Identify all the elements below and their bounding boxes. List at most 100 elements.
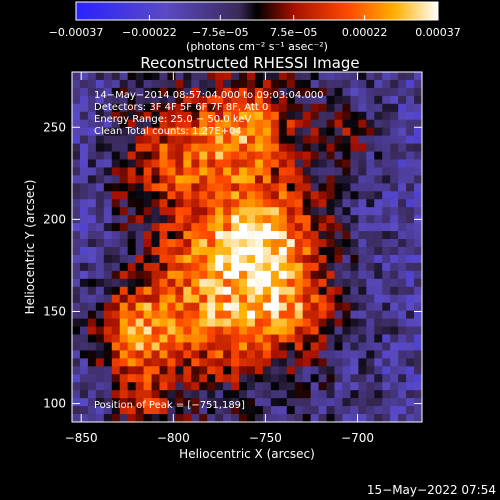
heatmap-cell: [374, 95, 383, 105]
heatmap-cell: [374, 239, 383, 248]
heatmap-cell: [103, 151, 113, 161]
heatmap-cell: [350, 254, 359, 264]
heatmap-cell: [127, 199, 137, 208]
heatmap-cell: [294, 286, 304, 296]
heatmap-cell: [342, 95, 351, 105]
heatmap-cell: [374, 254, 383, 264]
heatmap-cell: [278, 358, 288, 367]
heatmap-cell: [95, 95, 105, 105]
heatmap-cell: [95, 87, 105, 97]
heatmap-cell: [262, 254, 272, 264]
heatmap-cell: [95, 262, 105, 272]
heatmap-cell: [262, 398, 272, 407]
heatmap-cell: [119, 135, 129, 145]
heatmap-cell: [350, 350, 359, 359]
heatmap-cell: [111, 79, 121, 89]
heatmap-cell: [231, 191, 240, 200]
heatmap-cell: [167, 183, 176, 192]
heatmap-cell: [111, 135, 121, 145]
heatmap-cell: [239, 135, 248, 145]
heatmap-cell: [247, 382, 256, 391]
heatmap-cell: [406, 199, 415, 208]
heatmap-cell: [302, 223, 312, 232]
heatmap-cell: [103, 159, 113, 169]
heatmap-cell: [127, 207, 137, 216]
heatmap-cell: [382, 167, 391, 176]
heatmap-cell: [374, 127, 383, 137]
heatmap-cell: [270, 143, 280, 153]
heatmap-cell: [342, 143, 351, 153]
heatmap-cell: [334, 366, 344, 375]
heatmap-cell: [159, 390, 169, 399]
heatmap-cell: [302, 278, 312, 288]
heatmap-cell: [374, 223, 383, 232]
heatmap-cell: [191, 374, 200, 383]
heatmap-cell: [167, 262, 176, 272]
heatmap-cell: [223, 79, 232, 89]
heatmap-cell: [398, 167, 407, 176]
heatmap-cell: [215, 286, 224, 296]
heatmap-cell: [254, 374, 264, 383]
heatmap-cell: [254, 231, 264, 240]
heatmap-cell: [223, 326, 232, 336]
heatmap-cell: [215, 72, 224, 81]
heatmap-cell: [119, 159, 129, 169]
heatmap-cell: [231, 262, 240, 272]
heatmap-cell: [382, 215, 391, 224]
heatmap-cell: [103, 342, 113, 351]
heatmap-cell: [199, 390, 208, 399]
heatmap-cell: [398, 374, 407, 383]
heatmap-cell: [342, 310, 351, 320]
heatmap-cell: [159, 318, 169, 328]
heatmap-cell: [215, 310, 224, 320]
heatmap-cell: [334, 119, 344, 129]
heatmap-cell: [398, 223, 407, 232]
heatmap-cell: [294, 342, 304, 351]
heatmap-cell: [151, 119, 161, 129]
heatmap-cell: [247, 215, 256, 224]
heatmap-cell: [119, 326, 129, 336]
heatmap-cell: [239, 175, 248, 184]
heatmap-cell: [191, 414, 200, 422]
heatmap-cell: [326, 286, 336, 296]
heatmap-cell: [199, 72, 208, 81]
heatmap-cell: [302, 262, 312, 272]
heatmap-cell: [87, 159, 97, 169]
heatmap-cell: [247, 318, 256, 328]
heatmap-cell: [79, 334, 89, 344]
heatmap-cell: [326, 143, 336, 153]
heatmap-cell: [270, 326, 280, 336]
heatmap-cell: [334, 87, 344, 97]
heatmap-cell: [262, 199, 272, 208]
heatmap-cell: [175, 167, 184, 176]
heatmap-cell: [278, 119, 288, 129]
heatmap-cell: [326, 302, 336, 312]
heatmap-cell: [366, 310, 375, 320]
heatmap-cell: [143, 223, 153, 232]
heatmap-cell: [358, 278, 367, 288]
heatmap-cell: [151, 302, 161, 312]
heatmap-image: [72, 72, 422, 422]
heatmap-cell: [127, 310, 137, 320]
heatmap-cell: [199, 326, 208, 336]
colorbar-tick-label: 0.00022: [342, 26, 388, 39]
heatmap-cell: [231, 215, 240, 224]
heatmap-cell: [390, 223, 399, 232]
heatmap-cell: [414, 350, 422, 359]
heatmap-cell: [143, 87, 153, 97]
heatmap-cell: [167, 390, 176, 399]
heatmap-cell: [318, 406, 328, 415]
heatmap-cell: [374, 143, 383, 153]
heatmap-cell: [318, 127, 328, 137]
heatmap-cell: [223, 374, 232, 383]
heatmap-cell: [87, 151, 97, 161]
heatmap-cell: [350, 278, 359, 288]
heatmap-cell: [302, 72, 312, 81]
heatmap-cell: [127, 262, 137, 272]
heatmap-cell: [414, 382, 422, 391]
heatmap-cell: [199, 294, 208, 304]
heatmap-cell: [262, 334, 272, 344]
heatmap-cell: [286, 382, 296, 391]
heatmap-cell: [191, 159, 200, 169]
heatmap-cell: [302, 350, 312, 359]
